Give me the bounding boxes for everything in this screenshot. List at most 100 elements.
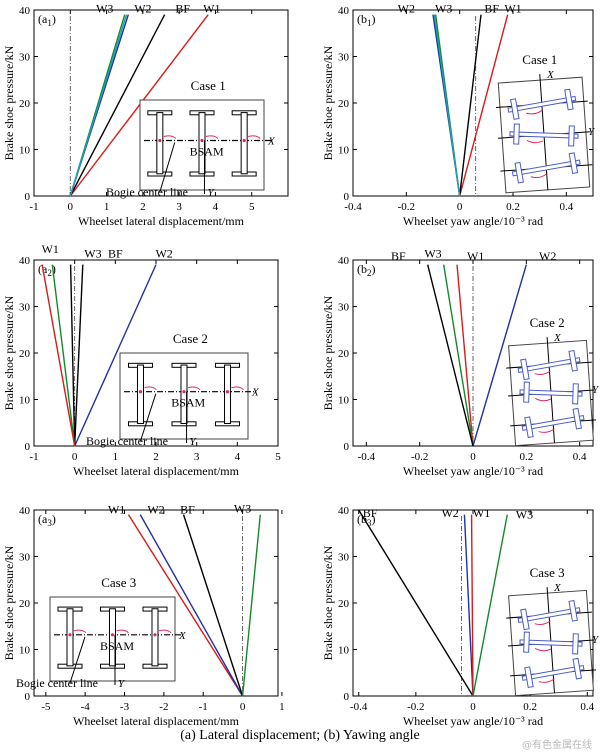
series-label-bf: BF — [391, 249, 406, 263]
bsam-arrow-icon — [538, 428, 555, 433]
y-axis-label: Brake shoe pressure/kN — [321, 295, 335, 410]
series-line-w1 — [456, 264, 474, 447]
series-line-w3 — [472, 514, 508, 697]
bsam-arrow-icon — [526, 139, 544, 144]
y-axis-label: Y — [592, 384, 600, 396]
wheelset-plan-3 — [511, 152, 581, 184]
x-axis-label: X — [546, 69, 555, 81]
axle — [224, 364, 232, 425]
series-line-bf — [73, 264, 84, 447]
series-line-w1 — [127, 514, 244, 697]
x-tick-label: 1 — [113, 451, 119, 463]
y-axis-label: Brake shoe pressure/kN — [2, 545, 16, 660]
series-label-w1: W1 — [203, 1, 220, 15]
x-tick-label: 3 — [194, 451, 200, 463]
wheel-left — [524, 416, 534, 439]
bogie-center-line-label: Bogie center line — [86, 434, 168, 448]
wheel-right — [572, 383, 579, 405]
wheelset-plan-1 — [517, 349, 581, 381]
axle-center-dot — [182, 390, 186, 394]
x-tick-label: 0.2 — [506, 201, 520, 213]
bsam-arrow-icon — [231, 386, 244, 391]
y-tick-label: 30 — [19, 302, 31, 314]
x-tick-label: -2 — [159, 701, 168, 713]
bsam-arrow-icon — [538, 678, 555, 683]
y-axis-label: Y — [592, 634, 600, 646]
axle — [517, 607, 581, 624]
y-tick-label: 0 — [344, 691, 350, 703]
series-label-w2: W2 — [147, 503, 164, 517]
series-label-w1: W1 — [504, 1, 521, 15]
x-tick-label: 0 — [457, 201, 463, 213]
bsam-arrow-icon — [158, 629, 172, 634]
y-axis-label: Y — [190, 436, 198, 448]
wheelset-3 — [215, 362, 244, 427]
x-axis-label: X — [267, 136, 276, 148]
bsam-arrow-icon — [144, 386, 157, 391]
series-label-w3: W3 — [234, 501, 251, 515]
wheelset-plan-2 — [519, 381, 583, 405]
x-tick-label: -0.4 — [350, 701, 368, 713]
series-label-bf: BF — [180, 503, 195, 517]
series-line-w1 — [458, 14, 509, 197]
axle-center-dot — [158, 138, 162, 143]
wheel-right — [568, 125, 575, 147]
y-tick-label: 0 — [344, 441, 350, 453]
axle — [521, 414, 585, 431]
y-tick-label: 40 — [19, 505, 31, 517]
series-label-w1: W1 — [473, 506, 490, 520]
wheel-right — [572, 633, 579, 655]
x-tick-label: -0.4 — [344, 201, 362, 213]
x-tick-label: 4 — [213, 201, 219, 213]
y-axis-label: Brake shoe pressure/kN — [2, 295, 16, 410]
y-axis-label: Brake shoe pressure/kN — [321, 545, 335, 660]
series-label-w2: W2 — [134, 1, 151, 15]
case-label: Case 3 — [530, 565, 565, 580]
x-tick-label: 0 — [68, 201, 74, 213]
x-tick-label: 3 — [176, 201, 182, 213]
x-tick-label: -5 — [41, 701, 51, 713]
x-tick-label: -0.4 — [358, 451, 376, 463]
wheel-right — [572, 407, 582, 430]
series-line-w2 — [463, 514, 474, 697]
x-tick-label: 5 — [249, 201, 255, 213]
axle — [156, 112, 164, 175]
series-line-bf — [426, 264, 474, 447]
axle-center-dot — [225, 390, 230, 394]
bsam-arrow-icon — [534, 648, 552, 652]
series-label-w2: W2 — [155, 247, 172, 261]
x-axis-label: Wheelset yaw angle/10⁻³ rad — [403, 214, 543, 228]
axle — [507, 95, 577, 113]
series-label-w1: W1 — [42, 242, 59, 256]
x-tick-label: 2 — [153, 451, 159, 463]
axle — [519, 639, 583, 647]
axle-center-dot — [242, 138, 246, 143]
figure-caption: (a) Lateral displacement; (b) Yawing ang… — [180, 728, 420, 743]
y-tick-label: 0 — [25, 691, 31, 703]
bsam-arrow-icon — [534, 620, 551, 625]
series-label-w3: W3 — [96, 1, 113, 15]
wheel-left — [509, 98, 520, 120]
x-axis-label: Wheelset yaw angle/10⁻³ rad — [403, 464, 543, 478]
y-tick-label: 30 — [338, 52, 350, 64]
axle — [521, 664, 585, 681]
axle — [511, 159, 581, 177]
series-line-w3 — [241, 514, 261, 697]
wheelset-plan-1 — [517, 599, 581, 631]
x-axis-label: Wheelset lateral displacement/mm — [73, 714, 240, 728]
series-line-w2 — [139, 514, 244, 697]
x-tick-label: 0 — [470, 451, 476, 463]
x-tick-label: -0.2 — [398, 201, 415, 213]
x-tick-label: 0 — [470, 701, 476, 713]
axle — [136, 364, 144, 425]
wheel-right — [564, 88, 574, 111]
wheel-left — [520, 358, 530, 381]
series-line-w3 — [442, 264, 474, 447]
pointer-line — [159, 142, 176, 193]
panel-b1: -0.4 -0.2 0 0.2 0.4 0 10 20 30 40 Wheelset yaw ang… — [321, 1, 596, 228]
y-tick-label: 10 — [338, 645, 350, 657]
wheel-left — [514, 161, 524, 184]
series-line-bf — [458, 14, 482, 197]
